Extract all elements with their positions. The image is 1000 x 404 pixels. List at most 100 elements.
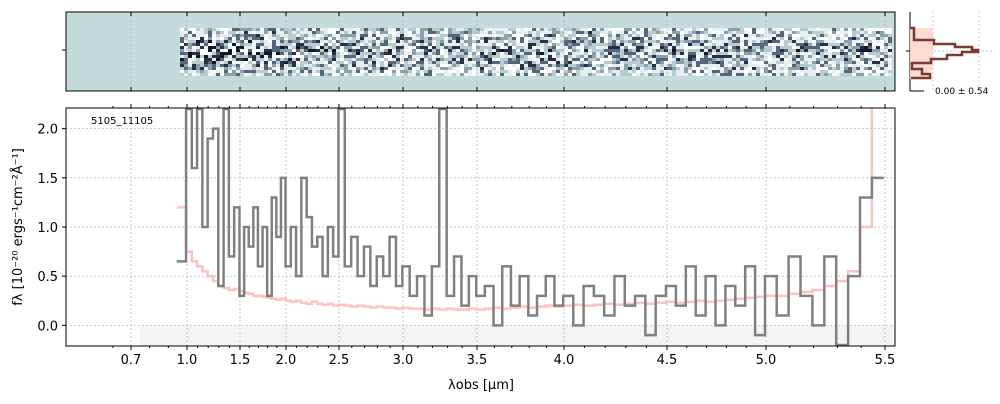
image-pixel <box>280 43 284 46</box>
image-pixel <box>428 34 432 37</box>
image-pixel <box>512 49 516 52</box>
image-pixel <box>248 28 252 31</box>
image-pixel <box>400 58 404 61</box>
image-pixel <box>792 67 796 70</box>
image-pixel <box>812 64 816 67</box>
image-pixel <box>660 34 664 37</box>
image-pixel <box>496 37 500 40</box>
image-pixel <box>196 49 200 52</box>
image-pixel <box>252 49 256 52</box>
image-pixel <box>204 70 208 73</box>
image-pixel <box>684 46 688 49</box>
image-pixel <box>420 40 424 43</box>
image-pixel <box>364 73 368 76</box>
image-pixel <box>352 34 356 37</box>
image-pixel <box>500 34 504 37</box>
image-pixel <box>684 73 688 76</box>
image-pixel <box>236 37 240 40</box>
image-pixel <box>512 73 516 76</box>
image-pixel <box>716 31 720 34</box>
image-pixel <box>492 40 496 43</box>
image-pixel <box>660 61 664 64</box>
image-pixel <box>532 67 536 70</box>
image-pixel <box>720 43 724 46</box>
image-pixel <box>560 28 564 31</box>
image-pixel <box>512 31 516 34</box>
image-pixel <box>864 37 868 40</box>
image-pixel <box>360 43 364 46</box>
image-pixel <box>812 46 816 49</box>
image-pixel <box>428 61 432 64</box>
image-pixel <box>240 58 244 61</box>
image-pixel <box>820 52 824 55</box>
image-pixel <box>548 64 552 67</box>
image-pixel <box>812 40 816 43</box>
image-pixel <box>660 52 664 55</box>
image-pixel <box>404 46 408 49</box>
image-pixel <box>340 52 344 55</box>
image-pixel <box>552 28 556 31</box>
image-pixel <box>516 31 520 34</box>
image-pixel <box>680 67 684 70</box>
image-pixel <box>280 52 284 55</box>
image-pixel <box>880 61 884 64</box>
image-pixel <box>740 49 744 52</box>
image-pixel <box>372 52 376 55</box>
image-pixel <box>360 55 364 58</box>
image-pixel <box>820 37 824 40</box>
image-pixel <box>504 55 508 58</box>
image-pixel <box>644 70 648 73</box>
image-pixel <box>512 58 516 61</box>
image-pixel <box>560 67 564 70</box>
image-pixel <box>780 73 784 76</box>
image-pixel <box>224 37 228 40</box>
image-pixel <box>620 67 624 70</box>
image-pixel <box>732 73 736 76</box>
image-pixel <box>620 55 624 58</box>
image-pixel <box>532 55 536 58</box>
image-pixel <box>428 73 432 76</box>
image-pixel <box>832 70 836 73</box>
image-pixel <box>644 67 648 70</box>
image-pixel <box>700 55 704 58</box>
image-pixel <box>664 58 668 61</box>
image-pixel <box>496 43 500 46</box>
image-pixel <box>864 49 868 52</box>
image-pixel <box>628 67 632 70</box>
image-pixel <box>252 34 256 37</box>
image-pixel <box>312 67 316 70</box>
image-pixel <box>700 43 704 46</box>
image-pixel <box>340 43 344 46</box>
image-pixel <box>872 34 876 37</box>
image-pixel <box>700 31 704 34</box>
image-pixel <box>640 58 644 61</box>
image-pixel <box>800 61 804 64</box>
image-pixel <box>472 70 476 73</box>
image-pixel <box>572 34 576 37</box>
image-pixel <box>604 64 608 67</box>
image-pixel <box>308 28 312 31</box>
image-pixel <box>848 58 852 61</box>
image-pixel <box>680 64 684 67</box>
image-pixel <box>700 73 704 76</box>
image-pixel <box>356 49 360 52</box>
image-pixel <box>304 61 308 64</box>
image-pixel <box>528 49 532 52</box>
x-tick-label: 2.5 <box>329 353 350 368</box>
image-pixel <box>368 37 372 40</box>
image-pixel <box>492 52 496 55</box>
image-pixel <box>680 70 684 73</box>
image-pixel <box>812 43 816 46</box>
image-pixel <box>480 67 484 70</box>
image-pixel <box>604 58 608 61</box>
image-pixel <box>528 37 532 40</box>
image-pixel <box>388 46 392 49</box>
image-pixel <box>320 46 324 49</box>
image-pixel <box>572 49 576 52</box>
image-pixel <box>508 58 512 61</box>
image-pixel <box>544 40 548 43</box>
image-pixel <box>684 43 688 46</box>
image-pixel <box>772 52 776 55</box>
image-pixel <box>888 31 892 34</box>
image-pixel <box>376 52 380 55</box>
